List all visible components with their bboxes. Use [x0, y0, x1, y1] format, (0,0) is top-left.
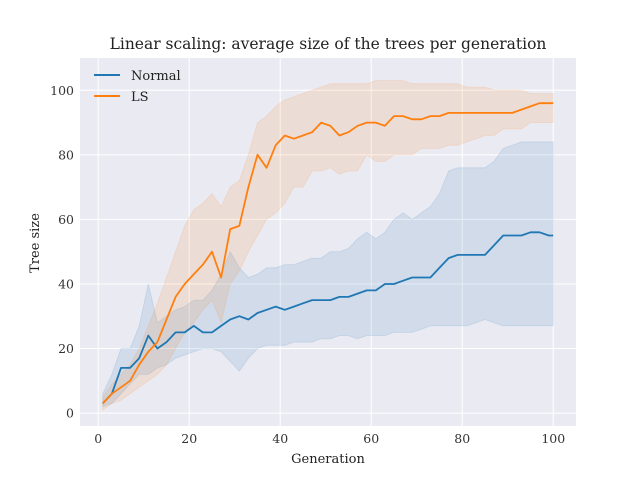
legend-label-ls: LS [131, 90, 149, 105]
y-tick-label: 60 [58, 212, 74, 227]
legend: Normal LS [94, 69, 181, 105]
y-tick-label: 100 [50, 83, 74, 98]
chart-title: Linear scaling: average size of the tree… [110, 35, 547, 53]
x-tick-label: 60 [363, 431, 379, 446]
x-tick-label: 80 [454, 431, 470, 446]
grid [80, 58, 576, 426]
y-tick-labels: 0 20 40 60 80 100 [50, 83, 74, 421]
y-tick-label: 0 [66, 406, 74, 421]
series-line-ls [102, 102, 554, 405]
x-tick-label: 100 [541, 431, 565, 446]
plot-background [80, 58, 576, 426]
y-axis-label: Tree size [28, 213, 43, 273]
x-axis-label: Generation [291, 452, 365, 467]
x-tick-label: 0 [94, 431, 102, 446]
x-tick-label: 40 [272, 431, 288, 446]
band-normal [102, 141, 554, 408]
y-tick-label: 40 [58, 276, 74, 291]
x-tick-label: 20 [181, 431, 197, 446]
series-line-normal [102, 231, 554, 405]
y-tick-label: 20 [58, 341, 74, 356]
series-lines [102, 102, 554, 405]
y-tick-label: 80 [58, 147, 74, 162]
x-tick-labels: 0 20 40 60 80 100 [94, 431, 565, 446]
legend-label-normal: Normal [131, 69, 181, 84]
